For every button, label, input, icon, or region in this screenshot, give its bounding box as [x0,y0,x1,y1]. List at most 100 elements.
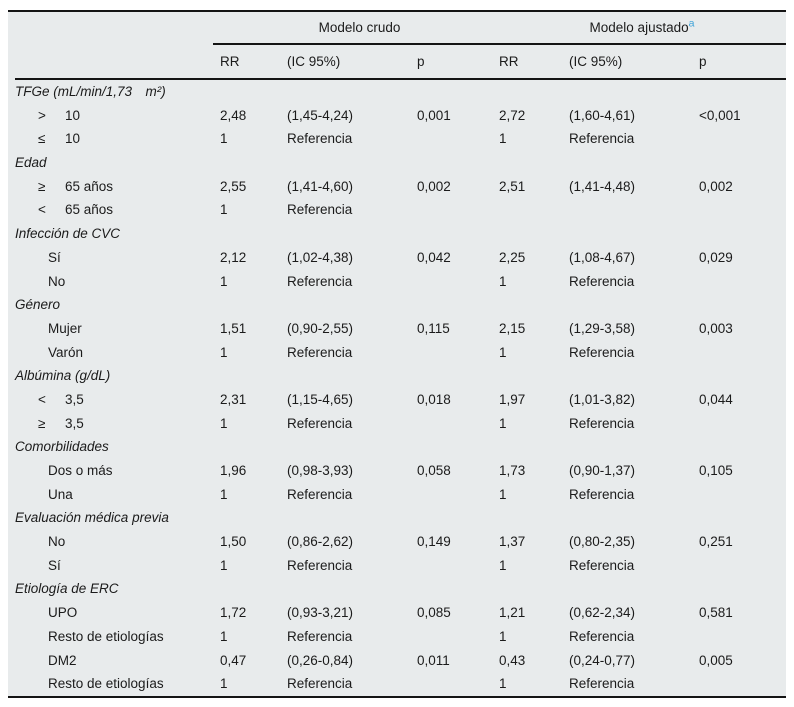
rr-crude-value: 1,51 [220,320,247,336]
p-crude-value: 0,085 [417,605,451,621]
table-row: Edad [15,151,786,175]
ci-crude-value: Referencia [287,202,353,218]
table-row: No 1,50 (0,86-2,62) 0,149 1,37 (0,80-2,3… [15,530,786,554]
table-row: Comorbilidades [15,435,786,459]
p-adjusted-value [699,198,785,222]
row-label-cell: Albúmina (g/dL) [15,364,220,388]
table-row: DM2 0,47 (0,26-0,84) 0,011 0,43 (0,24-0,… [15,649,786,673]
row-label: 65 años [65,202,114,218]
table-row: ≤10 1 Referencia 1 Referencia [15,127,786,151]
table-row: <65 años 1 Referencia [15,198,786,222]
table-row: Género [15,293,786,317]
row-label-cell: No [15,530,220,554]
p-adjusted-value: 0,002 [699,178,733,194]
row-label: Albúmina (g/dL) [15,368,111,384]
row-label: Evaluación médica previa [15,510,169,526]
adjusted-model-group-header: Modelo ajustadoa [499,12,785,43]
rr-adjusted-value: 1 [499,486,507,502]
p-crude-value: 0,018 [417,391,451,407]
col-header-ci-crude: (IC 95%) [287,54,341,69]
ci-crude-value [287,80,417,104]
ci-adjusted-value [569,198,699,222]
spacer-cell [15,12,220,43]
p-crude-value [417,554,499,578]
table-row: ≥3,5 1 Referencia 1 Referencia [15,412,786,436]
row-label-cell: DM2 [15,649,220,673]
rr-crude-value: 1 [220,131,228,147]
p-adjusted-value [699,364,785,388]
rr-adjusted-value [499,506,569,530]
rr-adjusted-value: 2,72 [499,107,526,123]
ci-adjusted-value: Referencia [569,415,635,431]
rr-adjusted-value [499,364,569,388]
ci-crude-value: (1,41-4,60) [287,178,354,194]
ci-adjusted-value [569,293,699,317]
row-label-cell: Edad [15,151,220,175]
row-label-cell: Sí [15,246,220,270]
rr-adjusted-value: 1 [499,676,507,692]
p-crude-value: 0,149 [417,534,451,550]
rr-adjusted-value: 1 [499,628,507,644]
p-adjusted-value: 0,029 [699,249,733,265]
table-row: Albúmina (g/dL) [15,364,786,388]
row-label-cell: Varón [15,341,220,365]
rr-adjusted-value [499,435,569,459]
row-label-cell: ≤10 [15,127,220,151]
rr-crude-value: 1 [220,676,228,692]
row-label: UPO [48,605,78,621]
p-crude-value: 0,001 [417,107,451,123]
p-adjusted-value [699,483,785,507]
rr-crude-value: 2,12 [220,249,247,265]
table-row: Resto de etiologías 1 Referencia 1 Refer… [15,625,786,649]
crude-model-group-header: Modelo crudo [220,12,499,43]
ci-crude-value: (1,02-4,38) [287,249,354,265]
row-label-cell: Mujer [15,317,220,341]
table-row: Evaluación médica previa [15,506,786,530]
comparison-symbol: > [38,107,46,123]
p-adjusted-value: 0,044 [699,391,733,407]
p-crude-value: 0,011 [417,652,450,668]
col-header-rr-adjusted: RR [499,54,519,69]
ci-crude-value: Referencia [287,486,353,502]
p-adjusted-value [699,127,785,151]
table-row: Resto de etiologías 1 Referencia 1 Refer… [15,672,786,696]
rr-crude-value: 2,55 [220,178,247,194]
p-adjusted-value [699,435,785,459]
rr-crude-value [220,506,287,530]
row-label: Sí [48,249,61,265]
rr-crude-value [220,364,287,388]
p-crude-value: 0,058 [417,463,451,478]
p-crude-value: 0,115 [417,320,450,336]
p-adjusted-value [699,412,785,436]
row-label: Una [48,486,73,502]
ci-crude-value [287,435,417,459]
rr-crude-value: 0,47 [220,652,247,668]
rr-crude-value: 1 [220,415,228,431]
ci-crude-value [287,222,417,246]
ci-adjusted-value: Referencia [569,557,635,573]
row-label: 10 [65,131,81,147]
rr-adjusted-value [499,151,569,175]
p-adjusted-value [699,222,785,246]
ci-crude-value [287,364,417,388]
table-row: No 1 Referencia 1 Referencia [15,270,786,294]
p-adjusted-value [699,625,785,649]
row-label: 10 [65,107,81,123]
p-adjusted-value [699,151,785,175]
rr-crude-value: 1 [220,628,228,644]
p-crude-value [417,80,499,104]
rr-adjusted-value [499,198,569,222]
row-label-cell: Etiología de ERC [15,577,220,601]
p-adjusted-value [699,506,785,530]
rr-adjusted-value: 1,37 [499,534,526,550]
rr-adjusted-value [499,80,569,104]
row-label-cell: Dos o más [15,459,220,483]
rr-crude-value [220,151,287,175]
p-crude-value [417,625,499,649]
rr-crude-value: 1,50 [220,534,247,550]
row-label: No [48,273,66,289]
ci-adjusted-value: (1,01-3,82) [569,391,636,407]
rr-crude-value: 1 [220,486,228,502]
row-label: DM2 [48,652,77,668]
rr-adjusted-value: 0,43 [499,652,526,668]
